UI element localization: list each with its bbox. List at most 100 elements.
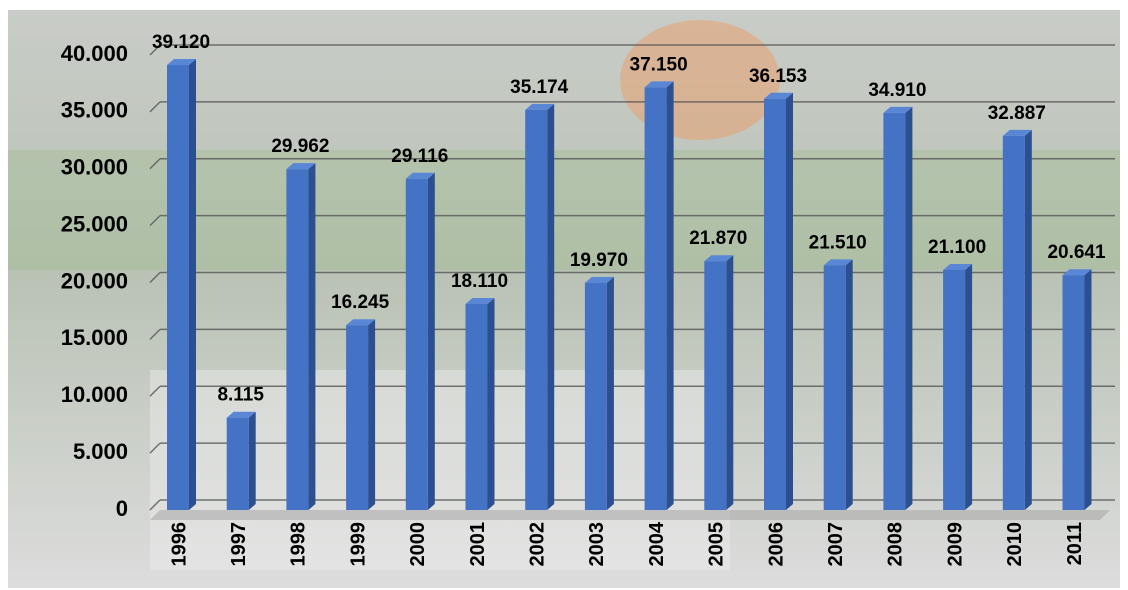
value-label: 21.510 — [809, 232, 867, 253]
y-tick-label: 15.000 — [61, 325, 128, 350]
bar-side — [368, 319, 376, 510]
bar-side — [905, 106, 913, 511]
bar — [644, 87, 667, 510]
bar-side — [189, 59, 196, 510]
value-label: 21.100 — [928, 237, 986, 258]
bar-side — [666, 81, 674, 510]
value-label: 37.150 — [630, 54, 688, 75]
bar-top — [704, 255, 734, 262]
y-tick-label: 25.000 — [61, 211, 128, 236]
x-tick-label: 2004 — [646, 521, 668, 566]
bar-side — [427, 172, 435, 511]
y-tick-label: 10.000 — [61, 382, 128, 407]
bar-side — [786, 92, 793, 510]
x-tick-label: 2006 — [765, 522, 787, 567]
x-tick-label: 2003 — [586, 522, 608, 567]
bar-top — [465, 297, 495, 304]
x-tick-label: 2010 — [1004, 522, 1026, 567]
bar-top — [584, 276, 614, 283]
bar-side — [1024, 129, 1032, 510]
grid-line-side — [149, 499, 161, 511]
bar-top — [1002, 129, 1032, 136]
chart-floor — [150, 510, 1110, 520]
bar — [1062, 275, 1085, 510]
bar — [525, 109, 548, 510]
grid-line-side — [149, 328, 161, 340]
x-tick-label: 1999 — [347, 522, 369, 567]
bar — [704, 261, 727, 510]
value-label: 16.245 — [331, 292, 390, 313]
bar — [167, 65, 189, 510]
bar-top — [405, 172, 435, 179]
grid-line-side — [149, 44, 161, 56]
value-label: 36.153 — [749, 66, 807, 87]
x-tick-label: 2001 — [467, 522, 489, 567]
y-tick-label: 30.000 — [61, 155, 128, 180]
y-tick-label: 0 — [116, 496, 128, 521]
x-tick-label: 2009 — [944, 522, 966, 567]
bar-top — [346, 319, 376, 326]
bar — [405, 178, 428, 511]
bar-side — [606, 276, 614, 510]
value-label: 39.120 — [152, 32, 210, 53]
bar-side — [726, 255, 734, 510]
grid-line-side — [149, 385, 161, 397]
bar-top — [883, 106, 913, 113]
x-tick-label: 2000 — [407, 522, 429, 567]
grid-line-side — [149, 271, 161, 284]
bar-top — [286, 163, 316, 170]
bar-side — [547, 103, 555, 510]
y-tick-label: 5.000 — [73, 439, 128, 464]
value-label: 20.641 — [1047, 242, 1106, 263]
x-tick-label: 1997 — [228, 522, 250, 567]
y-tick-label: 40.000 — [61, 41, 128, 66]
bar — [1002, 135, 1025, 510]
x-tick-label: 2011 — [1064, 522, 1086, 565]
bar-top — [943, 263, 973, 270]
grid-line-side — [149, 215, 161, 227]
value-label: 19.970 — [570, 250, 628, 271]
grid-line-side — [149, 158, 161, 170]
x-tick-label: 1996 — [168, 522, 190, 567]
bar-top — [764, 92, 793, 99]
bar — [286, 169, 309, 510]
bar — [465, 303, 488, 510]
bar — [584, 282, 607, 510]
bar-side — [965, 263, 973, 510]
x-tick-label: 2007 — [825, 522, 847, 567]
value-label: 29.116 — [391, 146, 448, 167]
y-tick-label: 35.000 — [61, 98, 128, 123]
bar-top — [167, 59, 196, 66]
bar — [823, 265, 846, 510]
bar-side — [845, 259, 853, 510]
x-tick-label: 1998 — [288, 522, 310, 567]
bar — [943, 269, 966, 510]
bar-top — [226, 411, 256, 418]
value-label: 8.115 — [217, 385, 264, 406]
x-tick-label: 2005 — [706, 522, 728, 567]
y-tick-label: 20.000 — [61, 268, 128, 293]
bar-top — [644, 81, 674, 88]
bar-top — [525, 103, 555, 110]
bar-top — [823, 259, 853, 266]
grid-line-side — [149, 442, 161, 454]
value-label: 32.887 — [988, 103, 1046, 124]
bar-top — [1062, 269, 1092, 276]
grid-line-side — [149, 101, 161, 113]
bar — [346, 325, 369, 510]
value-label: 18.110 — [451, 271, 508, 292]
x-tick-label: 2002 — [526, 522, 548, 567]
value-label: 34.910 — [868, 80, 926, 101]
bar-side — [308, 163, 316, 510]
value-label: 29.962 — [271, 136, 329, 157]
value-label: 21.870 — [689, 228, 747, 249]
bar — [883, 112, 906, 511]
value-label: 35.174 — [510, 77, 569, 98]
x-tick-label: 2008 — [885, 522, 907, 567]
bar — [764, 98, 786, 510]
bar-side — [248, 411, 256, 510]
bar-side — [487, 297, 495, 510]
bar — [226, 417, 249, 510]
bar-side — [1084, 269, 1092, 510]
